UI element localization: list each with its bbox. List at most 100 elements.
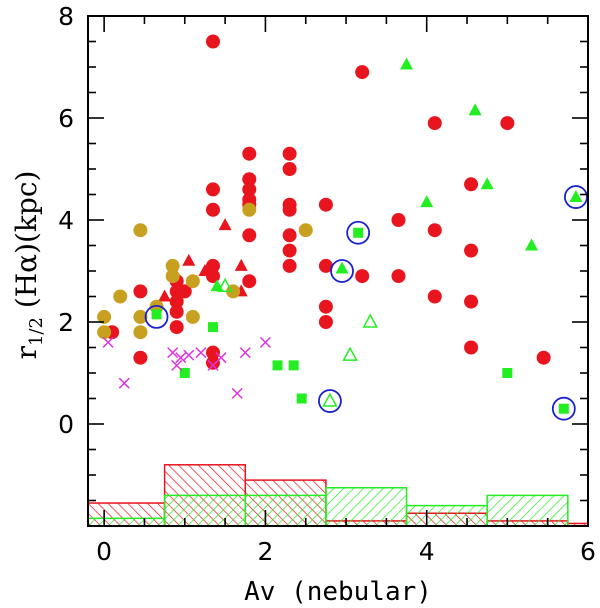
gold-circles-point [113, 289, 128, 304]
red-circles-point [500, 116, 515, 131]
magenta-crosses-point-stroke [231, 387, 243, 399]
magenta-crosses-point [171, 359, 183, 371]
x-tick-label: 0 [96, 537, 112, 566]
y-tick-label: 6 [58, 104, 74, 133]
y-axis-title-main: r [10, 345, 43, 359]
blue-open-circles-point [330, 259, 354, 283]
red-circles-point [242, 172, 257, 187]
red-circles-point [133, 350, 148, 365]
red-circles-point [242, 274, 257, 289]
magenta-crosses-point-stroke [239, 347, 251, 359]
blue-open-circles-point [551, 396, 576, 421]
red-circles-point [169, 304, 184, 319]
green-triangles-open-point [217, 277, 233, 293]
green-triangles-filled-point [525, 238, 539, 251]
green-squares-point [208, 322, 218, 333]
y-axis-title-rest: (Hα)(kpc) [10, 171, 43, 318]
x-tick-label: 4 [419, 537, 435, 566]
red-circles-point [169, 294, 184, 309]
red-circles-point [206, 182, 220, 197]
red-circles-point [427, 223, 442, 238]
green-histogram-bin-2 [244, 494, 327, 526]
green-histogram-bin-3 [325, 487, 408, 526]
magenta-crosses-point-stroke [102, 336, 114, 348]
red-circles-point [318, 197, 333, 212]
red-circles-point [391, 269, 406, 284]
red-triangles-point [234, 258, 248, 271]
green-histogram-bin-5 [486, 494, 569, 526]
red-triangles-point [218, 218, 232, 231]
magenta-crosses-point-stroke [175, 352, 187, 364]
y-tick-label: 8 [58, 2, 74, 31]
gold-circles-point [185, 274, 200, 289]
gold-circles-point [165, 258, 180, 273]
gold-circles-point [97, 309, 112, 324]
green-triangles-filled-point [400, 57, 414, 70]
magenta-crosses-point [167, 347, 179, 359]
magenta-crosses-point-stroke [118, 377, 130, 389]
y-axis-title: r1/2 (Hα)(kpc) [10, 171, 47, 360]
red-circles-point [206, 355, 220, 370]
green-triangles-filled-point [480, 177, 494, 190]
red-circles-point [464, 243, 479, 258]
gold-circles-point [165, 269, 180, 284]
y-tick-label: 0 [58, 410, 74, 439]
red-circles-point [282, 258, 297, 273]
red-circles-point [391, 213, 406, 227]
magenta-crosses-point [259, 336, 271, 348]
magenta-crosses-point-stroke [215, 352, 227, 364]
red-circles-point [242, 182, 257, 197]
histogram-layer [88, 464, 588, 526]
gold-circles-point [298, 223, 313, 238]
magenta-crosses-point-stroke [171, 359, 183, 371]
red-circles-point [282, 228, 297, 243]
red-circles-point [464, 177, 479, 192]
x-tick-label: 2 [257, 537, 273, 566]
red-circles-point [355, 65, 370, 80]
red-circles-point [282, 243, 297, 258]
green-triangles-filled-point [468, 103, 482, 116]
blue-open-circles-point [318, 389, 342, 413]
red-circles-point [464, 340, 479, 355]
red-circles-point [206, 34, 220, 49]
red-circles-point [282, 162, 297, 176]
red-circles-point [177, 284, 192, 299]
red-circles-point [427, 116, 442, 131]
gold-circles-point [242, 202, 257, 217]
red-circles-point [133, 284, 148, 299]
red-circles-point [169, 320, 184, 335]
magenta-crosses-point [231, 387, 243, 399]
x-tick-label: 6 [580, 537, 596, 566]
red-circles-point [282, 202, 297, 217]
red-circles-point [242, 228, 257, 243]
green-squares-point [151, 309, 162, 320]
red-circles-point [242, 146, 257, 161]
gold-circles-point [133, 325, 148, 340]
magenta-crosses-point [102, 336, 114, 348]
green-squares-point [502, 368, 513, 378]
green-squares-point [179, 368, 190, 378]
magenta-crosses-point [118, 377, 130, 389]
green-squares-point [272, 360, 283, 371]
red-circles-point [318, 315, 333, 329]
red-circles-point [206, 258, 220, 273]
magenta-crosses-point [175, 352, 187, 364]
gold-circles-point [133, 309, 148, 324]
magenta-crosses-point-stroke [259, 336, 271, 348]
red-circles-point [282, 146, 297, 161]
green-triangles-filled-point [335, 261, 349, 274]
red-circles-point [206, 202, 220, 217]
red-triangles-point [182, 253, 196, 266]
green-triangles-filled-point [569, 190, 583, 203]
red-triangles-point [198, 264, 212, 276]
blue-open-circles-point [346, 220, 371, 245]
green-triangles-open-point [322, 392, 338, 407]
green-triangles-filled-point [420, 195, 434, 208]
y-tick-label: 4 [58, 206, 74, 235]
gold-circles-point [133, 223, 148, 238]
red-circles-point [206, 345, 220, 360]
x-axis-title: Av (nebular) [244, 577, 432, 607]
green-squares-point [296, 393, 307, 404]
gold-circles-point [97, 325, 112, 340]
